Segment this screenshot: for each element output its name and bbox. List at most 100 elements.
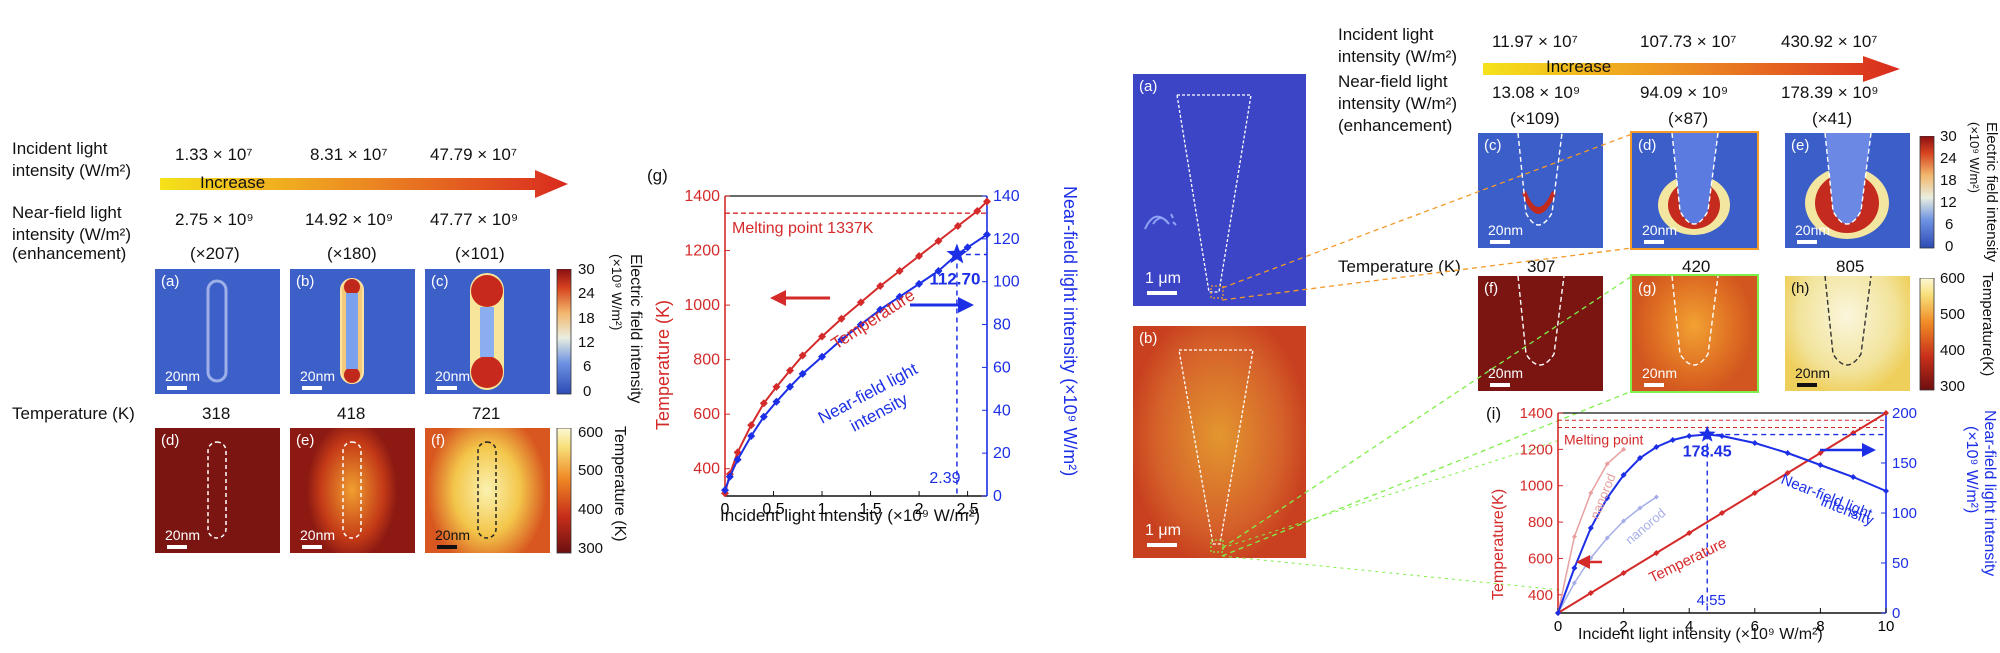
incident-label-right: Incident light intensity (W/m²): [1338, 25, 1457, 66]
temperature-point: [818, 332, 827, 341]
temperature-label-left: Temperature (K): [12, 404, 135, 423]
enhancement-label: (enhancement): [12, 244, 127, 263]
y2-tick-label: 150: [1892, 455, 1917, 472]
scale-bar: 20nm: [1642, 222, 1678, 244]
panel-label: (b): [1139, 330, 1158, 347]
y2-tick-label: 80: [993, 317, 1011, 334]
temperature-point: [876, 282, 885, 290]
micro-field-a: (a) 1 μm: [1133, 74, 1306, 306]
cb-tick: 0: [583, 383, 592, 400]
scale-bar: 20nm: [1795, 365, 1831, 387]
scale-bar: 20nm: [1795, 222, 1831, 244]
y-tick-label: 600: [1528, 550, 1553, 567]
panel-label: (d): [1638, 137, 1657, 154]
nanorod-temp-point: [1621, 446, 1627, 452]
cb-tick: 30: [578, 261, 595, 278]
nanorod-nf-point: [1604, 535, 1610, 541]
nearfield-value: 94.09 × 10⁹: [1640, 83, 1729, 102]
x-tick-label: 1: [818, 501, 827, 518]
cb-tick: 24: [578, 285, 595, 302]
x-tick-label: 1.5: [859, 501, 881, 518]
y-tick-label: 1400: [1520, 405, 1553, 422]
melting-label: Melting point 1337K: [732, 220, 874, 237]
nanorod-label: nanorod: [1622, 505, 1668, 547]
g-xlabel: Incident light intensity (×10⁹ W/m²): [720, 506, 981, 525]
temp-map-d: (d) 20nm: [155, 428, 280, 553]
increase-label: Increase: [1546, 57, 1612, 76]
panel-label: (d): [161, 432, 180, 449]
x-tick-label: 10: [1878, 618, 1895, 635]
near-field-point: [1571, 565, 1578, 571]
temp-arrow-head: [1576, 555, 1590, 569]
temperature-point: [1587, 590, 1594, 596]
x-marker-label: 2.39: [929, 470, 960, 487]
cb-tick: 24: [1940, 150, 1957, 167]
incident-label-left: Incident light intensity (W/m²): [12, 139, 131, 180]
enhancement-value: (×207): [190, 244, 240, 263]
cb-tick: 400: [578, 501, 604, 518]
panel-label: (f): [1484, 280, 1499, 297]
near-field-point: [759, 412, 768, 421]
scale-bar: 1 μm: [1145, 522, 1181, 539]
temp-map-h-right: (h) 20nm: [1785, 276, 1910, 391]
cb-tick: 0: [1945, 238, 1954, 255]
temperature-value: 805: [1836, 257, 1865, 276]
temperature-point: [837, 314, 846, 323]
melting-label: Melting point: [1564, 432, 1643, 448]
y-tick-label: 1400: [684, 188, 720, 205]
near-field-point: [1653, 444, 1660, 450]
field-map-d-right: (d) 20nm: [1630, 131, 1759, 250]
scale-bar: 20nm: [300, 527, 336, 549]
cb-tick: 12: [1940, 194, 1957, 211]
y-tick-label: 400: [693, 461, 720, 478]
y2-tick-label: 100: [993, 274, 1020, 291]
temperature-point: [747, 421, 756, 430]
y2-tick-label: 100: [1892, 505, 1917, 522]
field-map-c-right: (c) 20nm: [1478, 133, 1603, 248]
x-marker-label: 4.55: [1697, 592, 1726, 609]
y-tick-label: 1200: [1520, 441, 1553, 458]
near-field-point: [1817, 462, 1824, 468]
near-field-line: [1557, 433, 1887, 614]
near-field-point: [786, 382, 795, 391]
near-field-point: [983, 230, 991, 239]
incident-value: 47.79 × 10⁷: [430, 145, 517, 164]
cb-tick: 18: [578, 310, 595, 327]
near-field-point: [1587, 525, 1594, 531]
y-tick-label: 1000: [1520, 478, 1553, 495]
panel-label: (b): [296, 273, 315, 290]
temperature-point: [1784, 470, 1791, 476]
cb-tick: 18: [1940, 172, 1957, 189]
temperature-point: [1751, 490, 1758, 496]
temperature-series-label: Temperature: [1646, 534, 1729, 586]
field-map-e-right: (e) 20nm: [1785, 133, 1910, 248]
nf-arrow-head: [1862, 443, 1876, 457]
near-field-point: [856, 320, 865, 329]
temperature-point: [1719, 510, 1725, 516]
temperature-value: 418: [337, 404, 366, 423]
near-field-point: [798, 369, 807, 378]
y2-tick-label: 40: [993, 402, 1011, 419]
near-field-point: [1751, 440, 1758, 446]
x-tick-label: 4: [1685, 618, 1693, 635]
incident-value: 430.92 × 10⁷: [1781, 32, 1878, 51]
panel-label: (c): [431, 273, 449, 290]
cb-tick: 400: [1940, 342, 1966, 359]
y-tick-label: 800: [1528, 514, 1553, 531]
y2-tick-label: 200: [1892, 405, 1917, 422]
near-field-point: [963, 243, 972, 252]
near-field-point: [1784, 450, 1791, 456]
temperature-point: [759, 399, 768, 408]
panel-label: (g): [1638, 280, 1657, 297]
micro-temp-b: (b) 1 μm: [1133, 326, 1306, 558]
temperature-point: [973, 207, 982, 215]
nf-arrow-head: [958, 297, 974, 313]
temperature-value: 420: [1682, 257, 1711, 276]
temperature-point: [953, 222, 962, 230]
cb-tick: 500: [578, 462, 604, 479]
field-map-b: (b) 20nm: [290, 269, 415, 394]
y-tick-label: 1200: [684, 243, 720, 260]
temperature-point: [1883, 410, 1889, 416]
panel-label: (h): [1791, 280, 1810, 297]
y2-tick-label: 140: [993, 188, 1020, 205]
